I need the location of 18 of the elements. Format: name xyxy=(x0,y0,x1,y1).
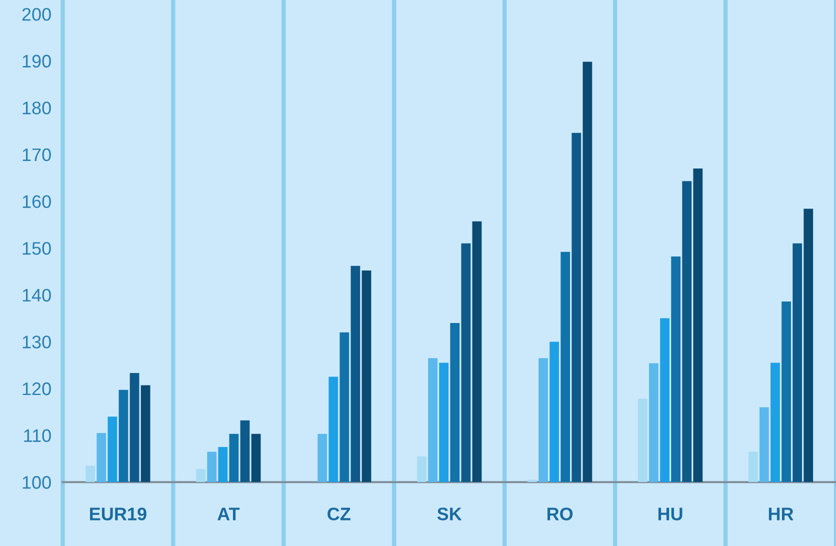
x-tick-label: EUR19 xyxy=(90,508,146,520)
y-tick-label: 140 xyxy=(22,288,51,302)
y-tick-label: 120 xyxy=(22,382,51,396)
x-tick-label: RO xyxy=(547,508,573,520)
x-tick-label: CZ xyxy=(328,508,350,520)
y-tick-label: 170 xyxy=(22,148,51,162)
x-tick-label: HR xyxy=(768,508,794,520)
y-tick-label: 160 xyxy=(22,195,51,208)
y-tick-label: 130 xyxy=(22,336,51,348)
y-tick-label: 190 xyxy=(22,54,51,68)
x-tick-label: AT xyxy=(217,508,240,520)
y-tick-label: 110 xyxy=(24,429,51,442)
y-tick-label: 150 xyxy=(22,242,51,255)
x-tick-label: HU xyxy=(658,508,682,520)
y-tick-label: 100 xyxy=(22,476,51,489)
y-tick-label: 200 xyxy=(22,8,51,21)
x-tick-label: SK xyxy=(437,508,462,520)
y-tick-label: 180 xyxy=(22,102,51,114)
